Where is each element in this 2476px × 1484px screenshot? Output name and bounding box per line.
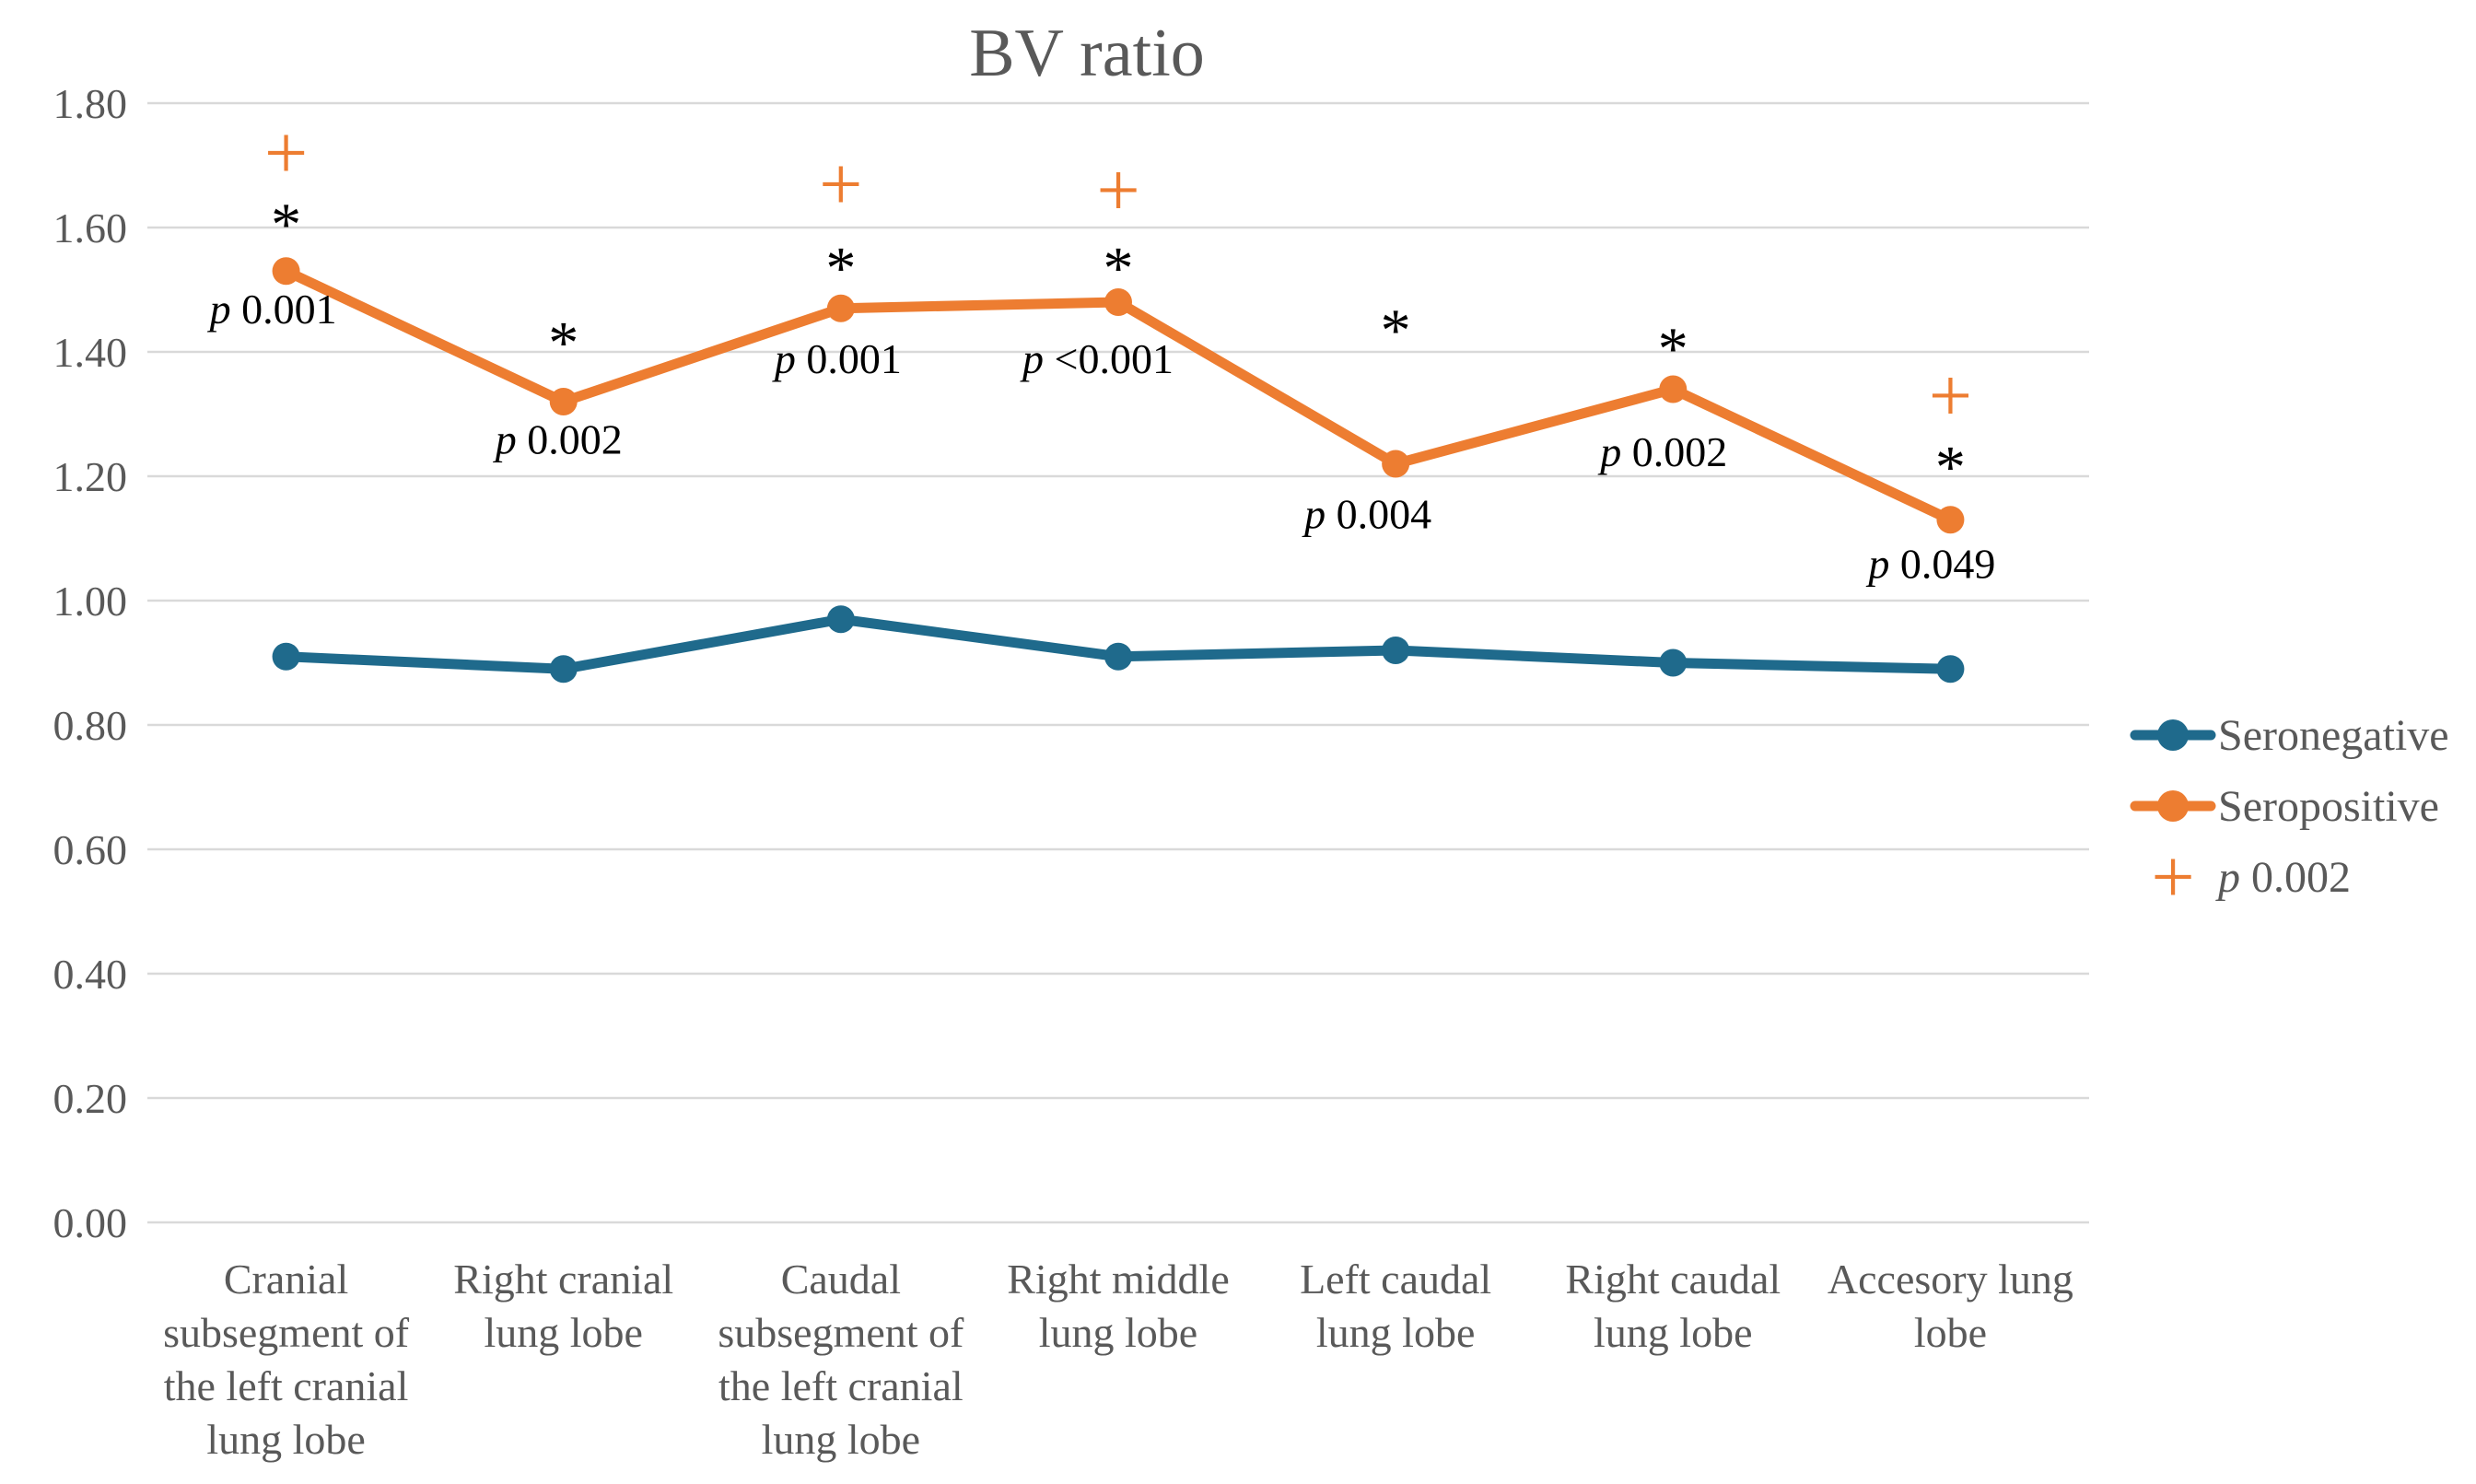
x-axis-category-label: Cranial subsegment of the left cranial lung… (163, 1256, 410, 1463)
legend-item: Seropositive (2130, 782, 2439, 831)
seropositive-point (1936, 506, 1965, 534)
seropositive-point (826, 294, 855, 322)
p-value-label: p 0.001 (772, 335, 902, 382)
seronegative-point (1382, 637, 1410, 664)
p-value-label: p 0.001 (207, 286, 337, 333)
chart-title: BV ratio (969, 16, 1205, 91)
legend-label: p 0.002 (2215, 853, 2351, 902)
legend-plus-marker-icon: + (2151, 835, 2194, 920)
star-significance-marker: * (1935, 434, 1966, 501)
legend-dot-marker-icon (2157, 719, 2189, 751)
star-significance-marker: * (825, 235, 856, 302)
x-axis-category-label: Right middle lung lobe (1007, 1256, 1230, 1356)
p-value-label: p 0.049 (1865, 541, 1995, 588)
x-axis-category-label: Left caudal lung lobe (1300, 1256, 1491, 1356)
seronegative-point (1936, 655, 1965, 684)
y-axis-tick-label: 1.40 (53, 329, 128, 376)
y-axis-tick-label: 1.80 (53, 80, 128, 127)
seropositive-point (1659, 375, 1688, 403)
y-axis-tick-label: 1.20 (53, 453, 128, 500)
plus-significance-marker: + (264, 111, 308, 196)
star-significance-marker: * (1658, 316, 1688, 383)
star-significance-marker: * (1381, 297, 1411, 364)
p-value-label: p 0.002 (1597, 428, 1727, 475)
legend-item: Seronegative (2130, 711, 2449, 760)
seronegative-point (1659, 649, 1688, 677)
seronegative-point (549, 655, 578, 684)
legend-item: + p 0.002 (2151, 835, 2351, 920)
seropositive-point (549, 388, 578, 415)
seronegative-point (826, 605, 855, 634)
star-significance-marker: * (1104, 235, 1134, 302)
star-significance-marker: * (548, 310, 578, 377)
plus-significance-marker: + (1929, 353, 1972, 438)
plus-significance-marker: + (1096, 148, 1139, 234)
p-value-label: p 0.004 (1302, 491, 1431, 538)
p-value-label: p 0.002 (493, 416, 623, 463)
y-axis-tick-label: 0.00 (53, 1199, 128, 1246)
x-axis-category-label: Right cranial lung lobe (453, 1256, 673, 1356)
plus-significance-marker: + (819, 142, 862, 228)
y-axis-tick-label: 1.00 (53, 578, 128, 625)
star-significance-marker: * (271, 192, 301, 259)
y-axis-tick-label: 0.80 (53, 702, 128, 749)
seropositive-point (1104, 288, 1132, 316)
legend-label: Seropositive (2218, 782, 2439, 831)
legend-dot-marker-icon (2157, 790, 2189, 822)
seronegative-point (272, 642, 300, 671)
seropositive-point (272, 257, 300, 286)
seronegative-point (1104, 642, 1132, 671)
y-axis-tick-label: 1.60 (53, 204, 128, 251)
seropositive-point (1382, 450, 1410, 478)
p-value-label: p <0.001 (1020, 335, 1174, 382)
x-axis-category-label: Accesory lung lobe (1828, 1256, 2073, 1356)
x-axis-category-label: Right caudal lung lobe (1565, 1256, 1781, 1356)
y-axis-tick-label: 0.20 (53, 1075, 128, 1122)
y-axis-tick-label: 0.40 (53, 951, 128, 998)
legend-label: Seronegative (2218, 711, 2449, 760)
y-axis-tick-label: 0.60 (53, 826, 128, 873)
x-axis-category-label: Caudal subsegment of the left cranial lung … (718, 1256, 964, 1463)
